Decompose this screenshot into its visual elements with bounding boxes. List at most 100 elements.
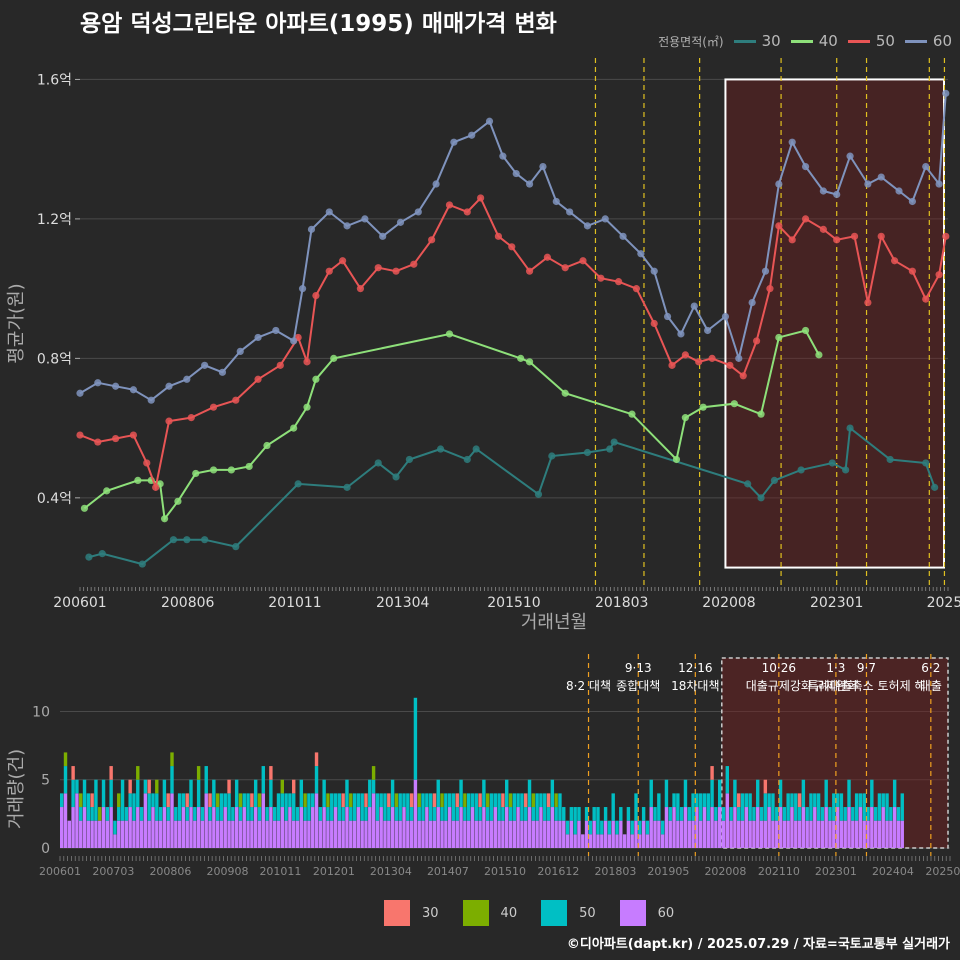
x-tick-label: 200703 [92, 865, 134, 878]
data-point-60 [922, 163, 930, 171]
volume-bar-60 [200, 820, 205, 848]
volume-bar-60 [86, 820, 91, 848]
data-point-60 [801, 163, 810, 171]
volume-bar-50 [493, 793, 497, 808]
volume-bar-60 [238, 820, 243, 848]
legend-box [384, 900, 410, 926]
volume-bar-30 [227, 779, 231, 794]
volume-bar-50 [109, 779, 113, 808]
data-point-40 [134, 476, 142, 484]
data-point-50 [232, 396, 240, 404]
volume-bar-50 [231, 807, 235, 821]
volume-bar-60 [691, 820, 695, 848]
data-point-60 [499, 152, 507, 160]
volume-bar-60 [383, 820, 387, 848]
data-point-40 [561, 389, 569, 397]
volume-bar-60 [352, 820, 357, 848]
volume-bar-30 [364, 793, 368, 808]
volume-bar-60 [280, 807, 285, 848]
volume-bar-50 [649, 779, 653, 808]
volume-bar-60 [455, 820, 459, 848]
data-point-40 [174, 497, 182, 505]
volume-bar-40 [280, 779, 285, 794]
volume-bar-60 [337, 820, 342, 848]
volume-bar-50 [740, 793, 745, 821]
volume-bar-50 [858, 793, 863, 808]
volume-bar-60 [189, 807, 193, 848]
volume-bar-60 [778, 807, 783, 848]
data-point-50 [543, 253, 551, 261]
volume-bar-60 [702, 807, 707, 848]
volume-bar-60 [379, 807, 383, 848]
volume-bar-60 [790, 807, 794, 848]
volume-bar-60 [128, 807, 132, 848]
data-point-30 [463, 455, 471, 464]
data-point-50 [356, 285, 365, 293]
volume-bar-50 [71, 779, 75, 808]
legend-swatch [904, 39, 927, 43]
data-point-50 [112, 434, 120, 443]
volume-bar-60 [181, 807, 186, 848]
volume-bar-50 [276, 793, 281, 821]
volume-bar-60 [234, 807, 239, 848]
volume-bar-60 [820, 820, 825, 848]
volume-bar-50 [242, 793, 246, 808]
volume-bar-60 [832, 820, 836, 848]
data-point-30 [548, 452, 556, 460]
volume-bar-30 [409, 793, 414, 808]
data-point-60 [307, 225, 316, 233]
volume-bar-50 [219, 793, 224, 821]
volume-bar-30 [432, 793, 437, 808]
x-tick-label: 200806 [161, 595, 215, 611]
volume-bar-60 [896, 820, 901, 848]
data-point-60 [254, 333, 262, 342]
volume-bar-50 [554, 807, 558, 821]
policy-date: 10·26 [762, 661, 796, 675]
volume-bar-60 [147, 820, 151, 848]
volume-bar-60 [824, 807, 828, 848]
volume-legend-item-60: 60 [619, 900, 674, 926]
volume-bar-50 [63, 766, 68, 794]
data-point-50 [152, 483, 160, 491]
data-point-60 [76, 389, 84, 397]
volume-bar-60 [892, 807, 897, 848]
volume-bar-60 [204, 793, 208, 848]
volume-bar-60 [75, 793, 79, 848]
data-point-50 [494, 232, 503, 240]
volume-bar-50 [444, 793, 448, 821]
policy-date: 6·2 [921, 661, 940, 675]
data-point-50 [681, 351, 689, 359]
volume-bar-60 [851, 820, 855, 848]
data-point-50 [463, 208, 471, 216]
data-point-30 [436, 445, 445, 453]
data-point-50 [890, 257, 899, 265]
data-point-60 [601, 215, 609, 223]
volume-legend-item-50: 50 [541, 900, 596, 926]
volume-bar-60 [368, 807, 372, 848]
volume-bar-60 [748, 820, 752, 848]
source-footer: ©디아파트(dapt.kr) / 2025.07.29 / 자료=국토교통부 실… [566, 937, 950, 952]
volume-bar-60 [276, 820, 281, 848]
legend-swatch [847, 39, 870, 43]
volume-bar-60 [603, 820, 608, 848]
x-tick-label: 200908 [207, 865, 249, 878]
volume-bar-50 [155, 793, 159, 821]
legend-label: 40 [500, 905, 518, 921]
volume-bar-50 [748, 793, 752, 821]
volume-bar-30 [185, 793, 189, 808]
volume-bar-30 [524, 793, 528, 808]
volume-bar-30 [737, 793, 741, 808]
volume-bar-50 [143, 779, 148, 794]
y-axis-title: 평균가(원) [6, 283, 27, 363]
volume-bar-60 [501, 820, 505, 848]
volume-bar-60 [828, 820, 832, 848]
volume-bar-60 [729, 820, 733, 848]
volume-bar-60 [242, 807, 246, 848]
volume-bar-60 [558, 820, 562, 848]
volume-bar-40 [371, 766, 376, 780]
volume-bar-60 [436, 807, 440, 848]
y-tick-label: 1.2억 [37, 212, 72, 228]
volume-bar-50 [600, 820, 604, 835]
volume-bar-60 [676, 820, 680, 848]
data-point-50 [766, 285, 774, 293]
